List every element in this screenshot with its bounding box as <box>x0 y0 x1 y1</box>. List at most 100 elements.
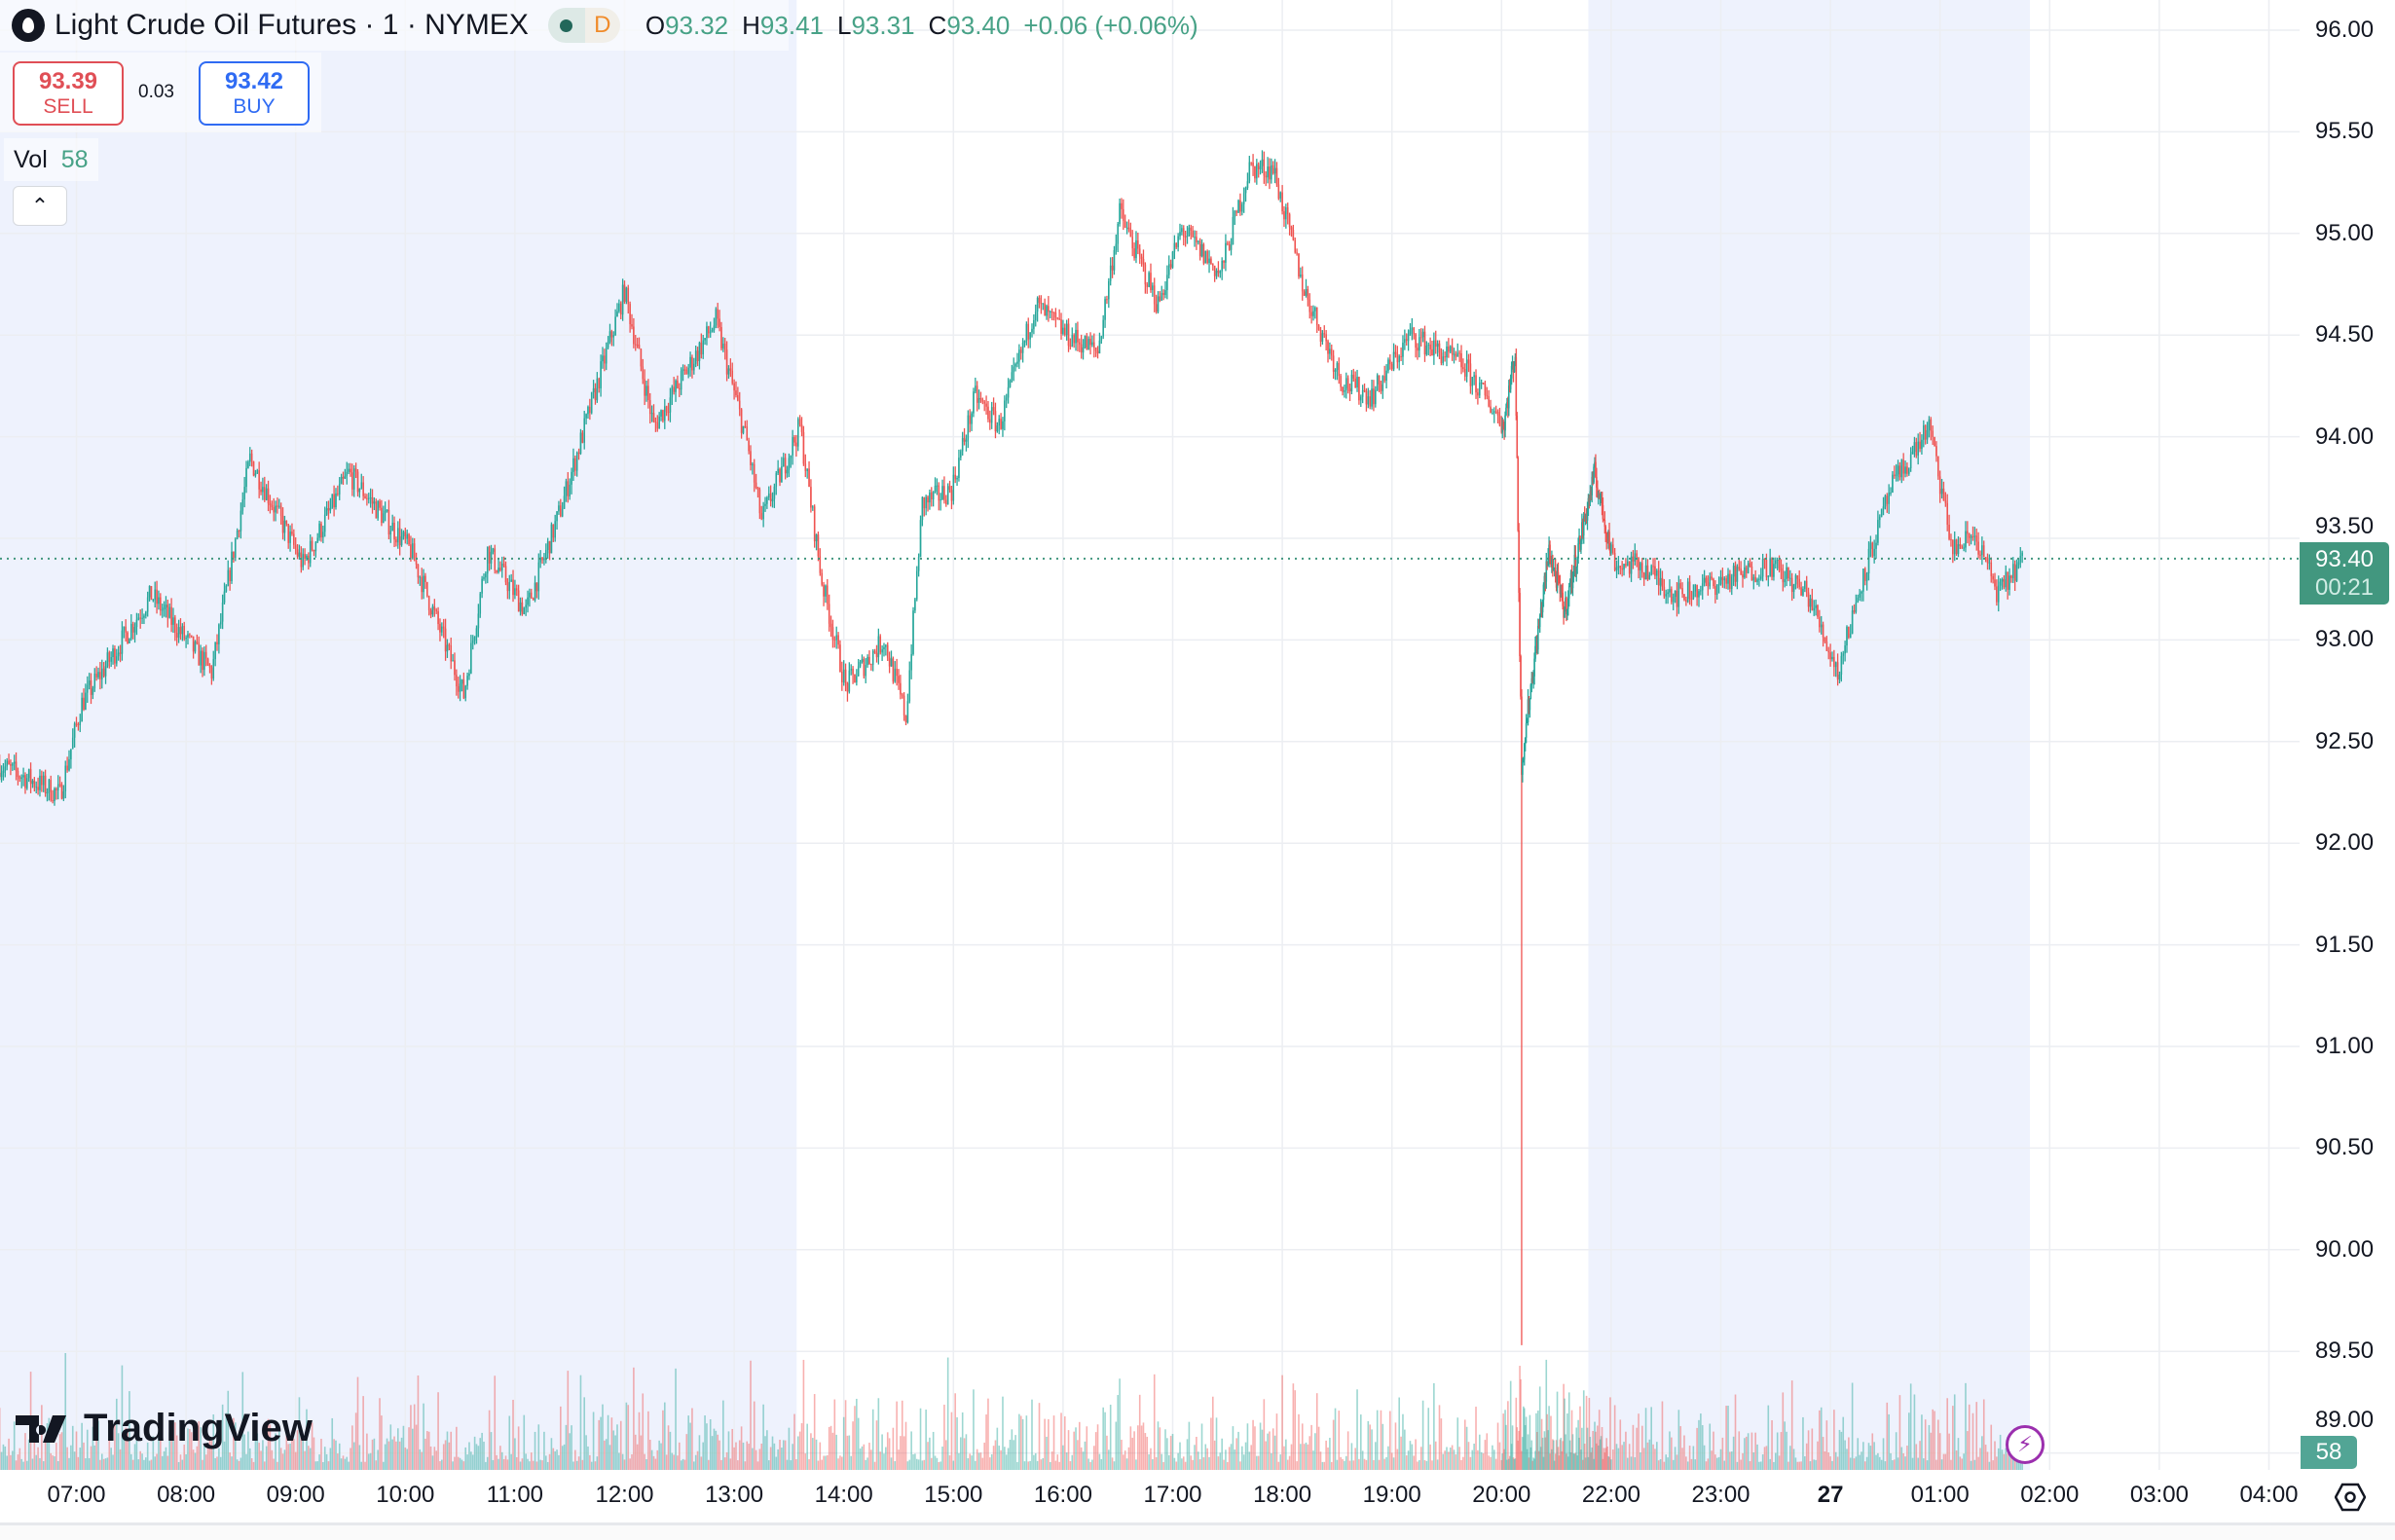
candle-body <box>720 326 722 348</box>
volume-bar <box>1776 1432 1779 1470</box>
volume-bar <box>1152 1459 1154 1470</box>
volume-bar <box>900 1436 902 1470</box>
candle-body <box>1657 570 1660 586</box>
candle-body <box>766 497 768 504</box>
volume-bar <box>1590 1451 1593 1470</box>
volume-bar <box>461 1459 463 1470</box>
volume-bar <box>181 1459 184 1470</box>
candle-body <box>1827 650 1830 653</box>
candle-body <box>73 723 76 738</box>
candle-body <box>1904 466 1906 474</box>
candle-body <box>1531 678 1534 683</box>
volume-bar <box>625 1402 628 1470</box>
buy-price: 93.42 <box>224 68 284 95</box>
lightning-icon[interactable]: ⚡︎ <box>2006 1425 2045 1464</box>
candle-body <box>1963 547 1965 549</box>
volume-bar <box>798 1431 801 1470</box>
volume-bar <box>740 1426 743 1470</box>
volume-bar <box>990 1453 993 1470</box>
buy-button[interactable]: 93.42 BUY <box>199 61 310 126</box>
candle-body <box>1382 376 1384 391</box>
volume-bar <box>756 1461 759 1470</box>
candle-body <box>1522 761 1524 775</box>
volume-bar <box>1376 1410 1379 1470</box>
candle-body <box>238 531 240 532</box>
candle-body <box>693 363 695 371</box>
volume-bar <box>387 1441 390 1470</box>
candle-body <box>868 656 870 665</box>
volume-bar <box>1475 1407 1477 1470</box>
candle-body <box>1738 567 1741 569</box>
candle-body <box>619 303 622 315</box>
volume-bar <box>693 1461 695 1470</box>
candle-body <box>1196 237 1198 243</box>
volume-bar <box>1480 1451 1483 1470</box>
candle-body <box>846 682 849 692</box>
volume-bar <box>1648 1439 1651 1470</box>
candle-body <box>1179 232 1181 237</box>
candle-body <box>927 496 929 503</box>
volume-bar <box>1352 1460 1355 1470</box>
candle-body <box>640 348 643 367</box>
volume-bar <box>1161 1453 1163 1470</box>
volume-bar <box>1911 1457 1914 1470</box>
volume-bar <box>452 1461 454 1470</box>
candle-body <box>229 569 231 582</box>
volume-bar <box>93 1445 96 1470</box>
candle-body <box>1279 192 1282 199</box>
candle-body <box>1177 236 1179 247</box>
tradingview-logo[interactable]: TradingView <box>16 1407 313 1450</box>
candle-body <box>135 619 138 628</box>
volume-bar <box>1831 1460 1833 1470</box>
volume-bar <box>645 1458 647 1470</box>
candle-body <box>143 615 145 618</box>
volume-bar <box>360 1461 363 1470</box>
candle-body <box>1749 563 1751 567</box>
candle-body <box>1638 557 1640 570</box>
volume-bar <box>1685 1456 1687 1470</box>
time-tick: 04:00 <box>2239 1482 2299 1508</box>
candle-body <box>1800 587 1802 596</box>
volume-bar <box>276 1461 278 1470</box>
candle-body <box>141 617 143 619</box>
volume-bar <box>1596 1443 1598 1470</box>
candle-body <box>989 419 991 423</box>
volume-bar <box>1000 1449 1002 1470</box>
volume-bar <box>499 1446 501 1470</box>
candle-body <box>322 532 324 538</box>
candle-body <box>1626 561 1629 567</box>
volume-bar <box>556 1449 558 1470</box>
settings-icon[interactable] <box>2335 1483 2366 1512</box>
candle-body <box>117 652 120 657</box>
price-tick: 93.50 <box>2315 513 2375 539</box>
candle-body <box>402 532 405 536</box>
candle-body <box>1363 389 1366 391</box>
symbol-title[interactable]: Light Crude Oil Futures · 1 · NYMEX <box>55 9 529 41</box>
volume-bar <box>1217 1456 1220 1470</box>
volume-bar <box>218 1448 220 1470</box>
volume-bar <box>1707 1458 1710 1470</box>
candle-body <box>605 348 608 364</box>
volume-bar <box>1525 1416 1528 1470</box>
market-status[interactable]: D <box>547 8 620 43</box>
candle-body <box>1857 597 1860 604</box>
volume-bar <box>908 1459 911 1470</box>
volume-legend[interactable]: Vol 58 <box>4 138 98 181</box>
volume-bar <box>642 1393 645 1470</box>
candle-body <box>75 723 78 725</box>
volume-bar <box>1681 1448 1683 1470</box>
candle-body <box>1723 578 1726 581</box>
volume-bar <box>263 1461 266 1470</box>
volume-bar <box>1640 1452 1641 1470</box>
candle-body <box>1984 557 1987 559</box>
sell-button[interactable]: 93.39 SELL <box>13 61 124 126</box>
candle-body <box>665 406 668 413</box>
volume-bar <box>1711 1450 1713 1470</box>
candle-body <box>190 635 193 637</box>
candle-body <box>1048 306 1050 312</box>
volume-bar <box>985 1414 987 1470</box>
high-value: 93.41 <box>759 10 824 40</box>
candle-body <box>652 413 655 422</box>
collapse-legend-button[interactable]: ⌃ <box>13 186 67 226</box>
